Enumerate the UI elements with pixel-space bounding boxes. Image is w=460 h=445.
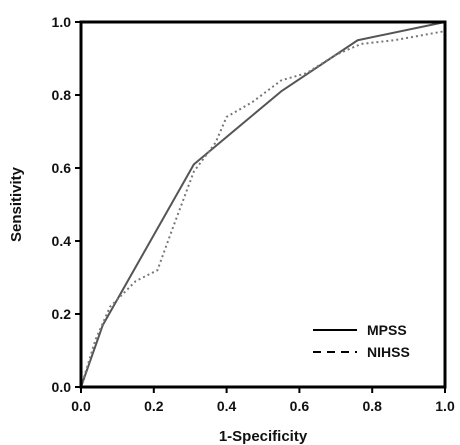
series-line-nihss: [80, 30, 446, 388]
x-tick-label: 1.0: [435, 398, 455, 414]
y-tick-label: 1.0: [52, 14, 72, 30]
y-tick-label: 0.6: [52, 160, 72, 176]
x-tick-label: 0.0: [71, 398, 91, 414]
ticks-layer: 0.0 0.2 0.4 0.6 0.8 1.0 0.0 0.2 0.4 0.6 0.8 1.0: [52, 14, 455, 414]
x-tick-label: 0.8: [362, 398, 382, 414]
legend: MPSS NIHSS: [313, 322, 410, 360]
y-axis-title: Sensitivity: [8, 166, 25, 242]
series-line-mpss: [80, 21, 446, 388]
y-tick-label: 0.8: [52, 87, 72, 103]
legend-label-mpss: MPSS: [367, 322, 407, 338]
x-tick-label: 0.6: [290, 398, 310, 414]
plot-frame: [79, 20, 447, 389]
x-tick-label: 0.4: [217, 398, 237, 414]
y-tick-label: 0.0: [52, 379, 72, 395]
y-tick-label: 0.4: [52, 233, 72, 249]
series-layer: [80, 21, 446, 388]
x-axis-title: 1-Specificity: [219, 428, 308, 445]
legend-label-nihss: NIHSS: [367, 344, 410, 360]
x-tick-label: 0.2: [144, 398, 164, 414]
y-tick-label: 0.2: [52, 306, 72, 322]
